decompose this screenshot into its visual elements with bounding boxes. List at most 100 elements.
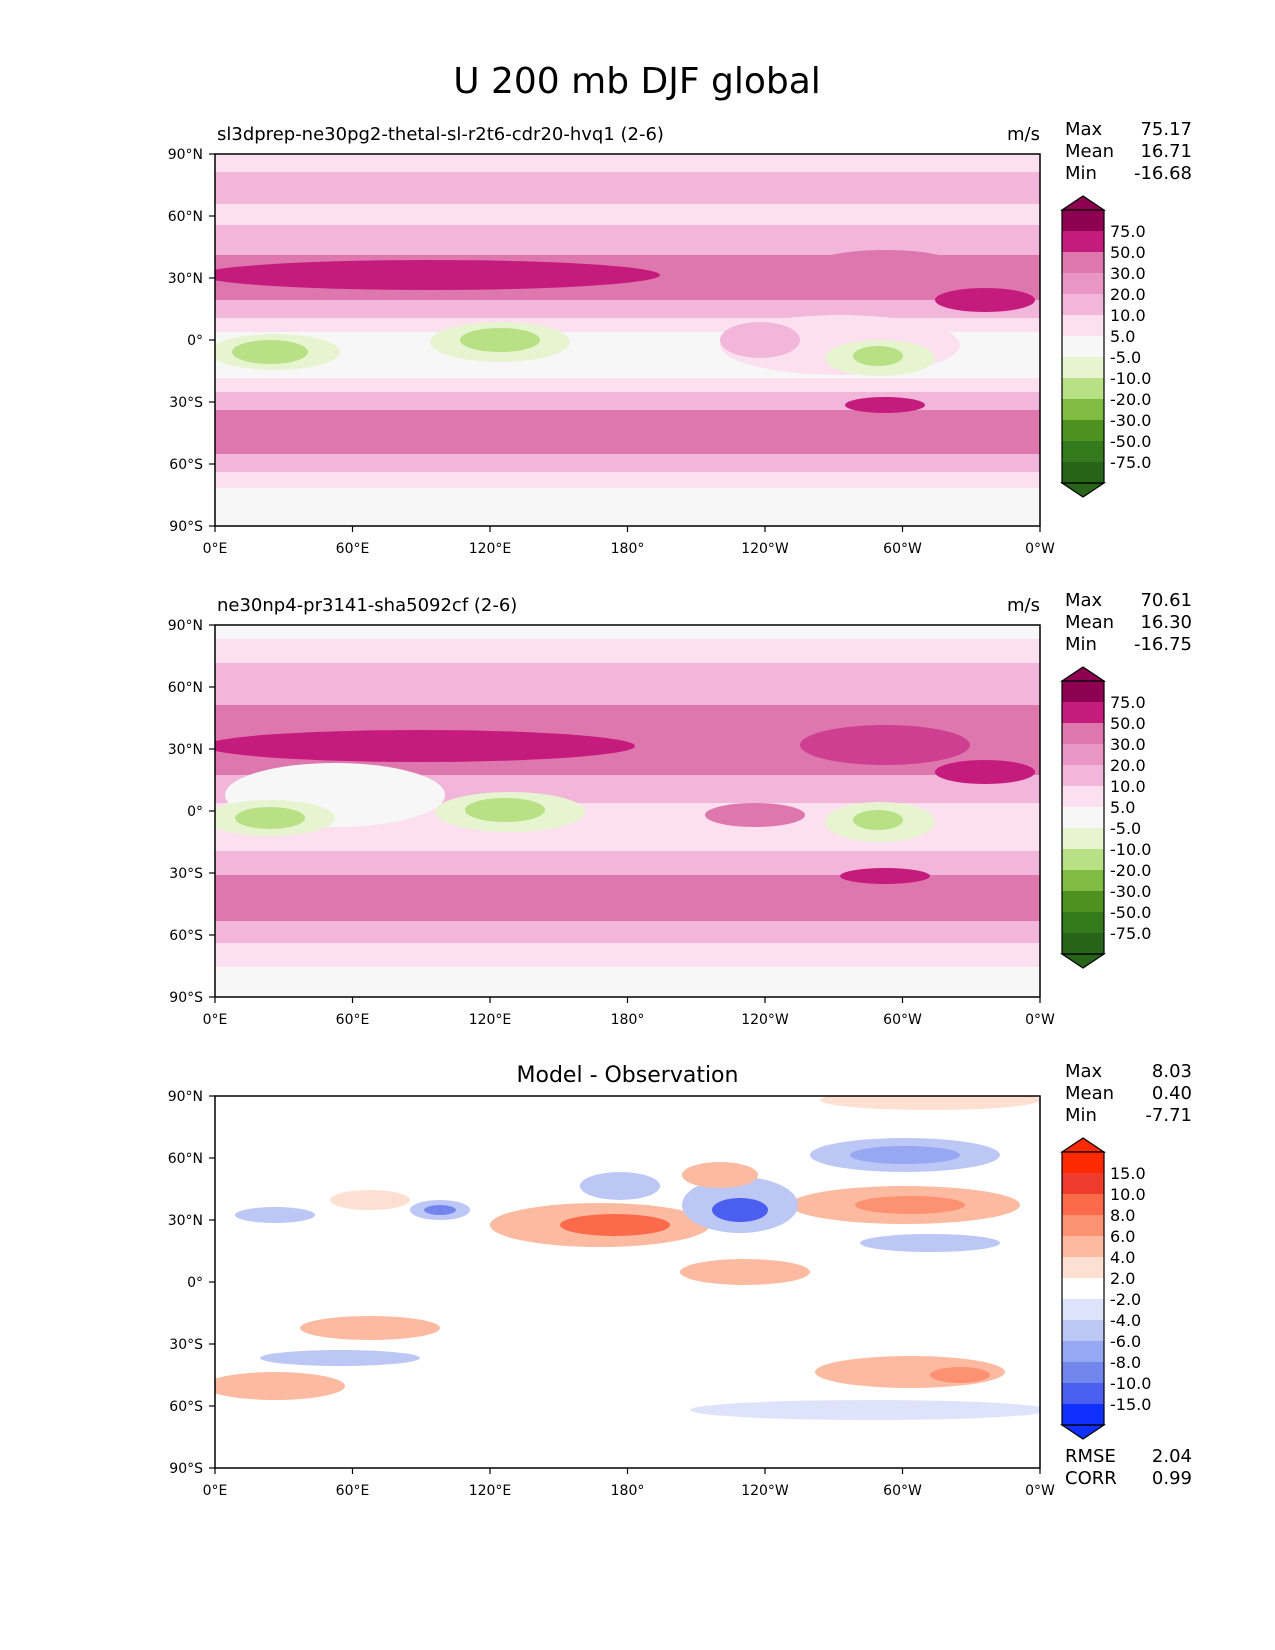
colorbar-label: -10.0 [1110, 1374, 1151, 1393]
y-tick-label: 30°N [168, 271, 203, 287]
colorbar-segment [1062, 441, 1104, 462]
contour-band [215, 454, 1040, 472]
colorbar-label: -75.0 [1110, 924, 1151, 943]
y-tick-label: 90°N [168, 1089, 203, 1105]
stat-label: Min [1065, 1105, 1097, 1126]
colorbar-label: -4.0 [1110, 1311, 1141, 1330]
y-tick-label: 30°S [169, 866, 203, 882]
stat-label: Max [1065, 1061, 1103, 1082]
stat-value: 70.61 [1140, 590, 1192, 611]
stat-value: 16.71 [1140, 141, 1192, 162]
x-tick-label: 120°E [469, 1012, 512, 1028]
colorbar-label: -20.0 [1110, 390, 1151, 409]
colorbar-label: -5.0 [1110, 348, 1141, 367]
y-tick-label: 30°N [168, 742, 203, 758]
x-tick-label: 180° [611, 1483, 645, 1499]
colorbar-label: -75.0 [1110, 453, 1151, 472]
y-axis: 90°N 60°N 30°N 0° 30°S 60°S 90°S [168, 1089, 203, 1477]
stat-value: 0.40 [1152, 1083, 1192, 1104]
stat-label: Max [1065, 590, 1103, 611]
colorbar: 75.0 50.0 30.0 20.0 10.0 5.0 -5.0 -10.0 … [1060, 195, 1151, 498]
x-tick-label: 60°E [336, 541, 370, 557]
x-tick-label: 180° [611, 541, 645, 557]
contour-band [215, 225, 1040, 255]
colorbar-segment [1062, 231, 1104, 252]
colorbar-segment [1062, 912, 1104, 933]
x-tick-label: 120°E [469, 541, 512, 557]
x-tick-label: 120°E [469, 1483, 512, 1499]
colorbar-top-extend [1060, 666, 1106, 682]
colorbar-segment [1062, 420, 1104, 441]
colorbar-top-extend [1060, 1137, 1106, 1153]
contour-blob [232, 340, 308, 364]
contour-blob [712, 1198, 768, 1222]
y-tick-label: 60°N [168, 680, 203, 696]
stats-block: Max 70.61 Mean 16.30 Min -16.75 [1065, 590, 1192, 655]
y-tick-label: 60°S [169, 928, 203, 944]
colorbar-label: 2.0 [1110, 1269, 1135, 1288]
contour-blob [300, 1316, 440, 1340]
contour-blob [260, 1350, 420, 1366]
colorbar: 75.0 50.0 30.0 20.0 10.0 5.0 -5.0 -10.0 … [1060, 666, 1151, 969]
colorbar-segment [1062, 681, 1104, 702]
y-tick-label: 90°N [168, 618, 203, 634]
map-field [215, 1096, 1040, 1468]
contour-band [215, 875, 1040, 921]
tick-marks [209, 153, 1041, 1474]
x-tick-label: 60°W [883, 541, 922, 557]
contour-band [215, 378, 1040, 392]
colorbar-segment [1062, 1194, 1104, 1215]
x-tick-label: 180° [611, 1012, 645, 1028]
y-tick-label: 30°S [169, 395, 203, 411]
stat-value: 16.30 [1140, 612, 1192, 633]
colorbar-segment [1062, 1152, 1104, 1173]
contour-blob [930, 1367, 990, 1383]
x-tick-label: 60°W [883, 1483, 922, 1499]
panel-test: sl3dprep-ne30pg2-thetal-sl-r2t6-cdr20-hv… [168, 119, 1192, 557]
contour-blob [853, 346, 903, 366]
colorbar-frame [1061, 1151, 1105, 1426]
colorbar-top-extend [1060, 195, 1106, 211]
stat-value: 8.03 [1152, 1061, 1192, 1082]
contour-blob [705, 803, 805, 827]
colorbar-label: -10.0 [1110, 840, 1151, 859]
y-tick-label: 90°S [169, 1461, 203, 1477]
contour-blob [690, 1400, 1040, 1420]
colorbar-segment [1062, 336, 1104, 357]
x-tick-label: 0°E [203, 1012, 228, 1028]
panel-title: sl3dprep-ne30pg2-thetal-sl-r2t6-cdr20-hv… [217, 124, 664, 145]
map-field [215, 625, 1040, 997]
contour-band [215, 154, 1040, 172]
contour-blob [935, 760, 1035, 784]
colorbar-label: 20.0 [1110, 285, 1146, 304]
colorbar-frame [1061, 680, 1105, 955]
stat-label: Mean [1065, 612, 1114, 633]
colorbar-segment [1062, 315, 1104, 336]
colorbar-frame [1061, 209, 1105, 484]
y-tick-label: 60°S [169, 457, 203, 473]
colorbar-segment [1062, 399, 1104, 420]
x-tick-label: 120°W [741, 541, 789, 557]
y-tick-label: 60°N [168, 209, 203, 225]
colorbar-segment [1062, 1215, 1104, 1236]
contour-blob [860, 1234, 1000, 1252]
y-tick-label: 90°S [169, 990, 203, 1006]
y-tick-label: 60°N [168, 1151, 203, 1167]
contour-blob [560, 1214, 670, 1236]
colorbar-label: 10.0 [1110, 306, 1146, 325]
colorbar-segment [1062, 1278, 1104, 1299]
stat-label: Min [1065, 634, 1097, 655]
y-axis: 90°N 60°N 30°N 0° 30°S 60°S 90°S [168, 618, 203, 1006]
contour-blob [845, 397, 925, 413]
contour-band [215, 410, 1040, 454]
colorbar-segment [1062, 933, 1104, 954]
colorbar-segment [1062, 807, 1104, 828]
contour-band [215, 943, 1040, 967]
x-tick-label: 60°W [883, 1012, 922, 1028]
colorbar-label: 15.0 [1110, 1164, 1146, 1183]
contour-band [215, 921, 1040, 943]
colorbar-label: 8.0 [1110, 1206, 1135, 1225]
map-field [215, 154, 1040, 526]
colorbar-segment [1062, 1299, 1104, 1320]
